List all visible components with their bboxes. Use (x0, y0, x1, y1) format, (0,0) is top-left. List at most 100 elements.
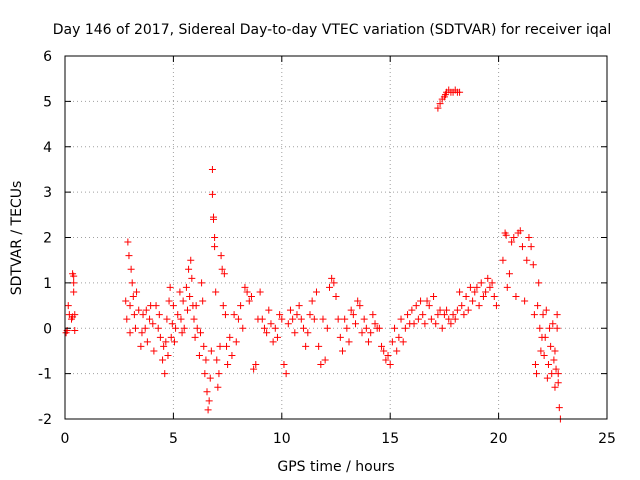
data-point (234, 315, 242, 323)
data-point (336, 333, 344, 341)
data-point (291, 329, 299, 337)
data-point (278, 315, 286, 323)
data-point (282, 370, 290, 378)
y-axis-label: SDTVAR / TECUs (9, 181, 25, 296)
data-point (155, 311, 163, 319)
data-point (180, 324, 188, 332)
data-point (555, 404, 563, 412)
data-point (178, 329, 186, 337)
data-point (146, 315, 154, 323)
data-point (219, 302, 227, 310)
data-point (395, 333, 403, 341)
data-point (243, 288, 251, 296)
data-point (308, 297, 316, 305)
data-point (213, 356, 221, 364)
data-point (70, 288, 78, 296)
data-point (166, 283, 174, 291)
data-point (258, 315, 266, 323)
data-point (269, 338, 277, 346)
data-point (293, 311, 301, 319)
data-point (466, 283, 474, 291)
data-point (490, 292, 498, 300)
data-point (271, 324, 279, 332)
data-point (176, 288, 184, 296)
data-point (192, 302, 200, 310)
y-tick-label: 3 (43, 185, 52, 201)
data-point (186, 292, 194, 300)
data-point (172, 324, 180, 332)
data-point (256, 288, 264, 296)
data-point (315, 342, 323, 350)
data-point (232, 338, 240, 346)
data-point (202, 356, 210, 364)
data-point (539, 311, 547, 319)
x-tick-label: 10 (273, 431, 291, 447)
data-point (508, 238, 516, 246)
data-point (245, 297, 253, 305)
data-point (160, 342, 168, 350)
data-point (369, 311, 377, 319)
data-point (325, 283, 333, 291)
data-point (159, 356, 167, 364)
data-point (197, 329, 204, 337)
data-point (198, 279, 206, 287)
data-point (530, 311, 538, 319)
y-tick-label: 6 (43, 49, 52, 65)
data-point (190, 315, 198, 323)
data-point (436, 306, 444, 314)
x-tick-label: 5 (169, 431, 178, 447)
data-point (304, 329, 312, 337)
data-point (70, 272, 78, 280)
data-point (138, 329, 146, 337)
data-point (332, 292, 340, 300)
data-point (125, 252, 133, 260)
data-point (317, 361, 325, 369)
data-point (475, 302, 483, 310)
data-point (552, 365, 560, 373)
data-point (343, 324, 351, 332)
data-point (239, 324, 247, 332)
data-point (397, 315, 405, 323)
data-point (211, 234, 219, 241)
data-point (208, 165, 216, 173)
data-point (273, 333, 281, 341)
data-point (525, 234, 533, 241)
data-point (179, 297, 187, 305)
data-point (546, 324, 554, 332)
data-point (393, 347, 401, 355)
data-point (521, 297, 529, 305)
data-point (177, 315, 185, 323)
data-point (64, 302, 72, 310)
data-point (486, 283, 494, 291)
data-point (477, 279, 485, 287)
data-point (380, 347, 388, 355)
data-point (185, 265, 193, 273)
data-point (345, 338, 353, 346)
data-point (354, 297, 362, 305)
data-point (432, 320, 440, 328)
data-point (142, 306, 150, 314)
y-tick-labels: -2 -1 0 1 2 3 4 5 6 (38, 49, 52, 428)
y-tick-label: 4 (43, 140, 52, 156)
y-tick-label: -2 (38, 412, 52, 428)
data-point (210, 215, 218, 223)
data-point (399, 338, 407, 346)
data-point (216, 342, 224, 350)
data-point (128, 279, 136, 287)
data-point (131, 324, 139, 332)
data-point (458, 302, 466, 310)
data-point (149, 320, 157, 328)
data-point (299, 324, 307, 332)
data-point (551, 383, 559, 391)
data-point (482, 288, 490, 296)
data-point (217, 252, 225, 260)
data-point (479, 292, 487, 300)
x-axis-label: GPS time / hours (277, 459, 394, 475)
data-point (341, 315, 349, 323)
data-point (456, 88, 464, 96)
data-point (174, 311, 182, 319)
data-point (438, 324, 446, 332)
data-point (360, 315, 368, 323)
data-point (365, 338, 373, 346)
